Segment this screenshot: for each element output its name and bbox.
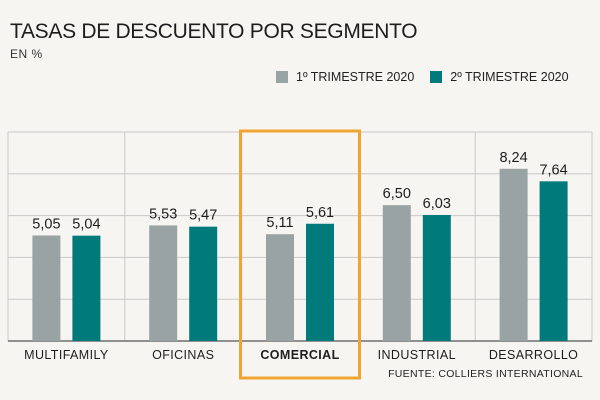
legend-item-q2: 2º TRIMESTRE 2020 <box>430 70 569 84</box>
category-label: DESARROLLO <box>489 348 578 362</box>
highlight-box <box>239 129 361 380</box>
bar-1-industrial <box>382 205 411 341</box>
chart-source: FUENTE: COLLIERS INTERNATIONAL <box>388 368 583 380</box>
chart-title: TASAS DE DESCUENTO POR SEGMENTO <box>10 20 418 43</box>
bar-value-label: 5,61 <box>306 205 334 221</box>
chart-legend: 1º TRIMESTRE 2020 2º TRIMESTRE 2020 <box>276 70 569 84</box>
legend-label-q1: 1º TRIMESTRE 2020 <box>296 70 415 84</box>
bar-value-label: 5,11 <box>266 215 293 231</box>
bar-value-label: 6,50 <box>383 186 411 202</box>
legend-item-q1: 1º TRIMESTRE 2020 <box>276 70 414 84</box>
legend-label-q2: 2º TRIMESTRE 2020 <box>450 70 569 84</box>
category-label: COMERCIAL <box>260 348 339 362</box>
bar-value-label: 5,47 <box>189 208 217 224</box>
bar-value-label: 7,64 <box>539 162 567 178</box>
chart-subtitle: EN % <box>10 47 43 61</box>
legend-swatch-q2 <box>430 71 443 83</box>
bar-value-label: 5,04 <box>72 217 100 233</box>
category-label: INDUSTRIAL <box>378 348 456 362</box>
bar-value-label: 6,03 <box>423 196 451 212</box>
bar-value-label: 5,05 <box>32 216 60 232</box>
category-label: MULTIFAMILY <box>24 348 109 362</box>
bar-2-comercial <box>306 223 334 341</box>
category-label: OFICINAS <box>152 348 214 362</box>
bar-2-desarrollo <box>539 181 568 341</box>
bar-value-label: 5,53 <box>149 206 177 222</box>
bar-1-oficinas <box>149 225 178 341</box>
bar-1-comercial <box>266 234 294 341</box>
bar-1-desarrollo <box>499 168 528 341</box>
bar-2-industrial <box>422 214 451 341</box>
legend-swatch-q1 <box>276 71 288 83</box>
bar-2-multifamily <box>72 235 101 341</box>
bar-value-label: 8,24 <box>499 150 527 166</box>
bar-1-multifamily <box>32 235 61 341</box>
bar-2-oficinas <box>189 226 218 341</box>
